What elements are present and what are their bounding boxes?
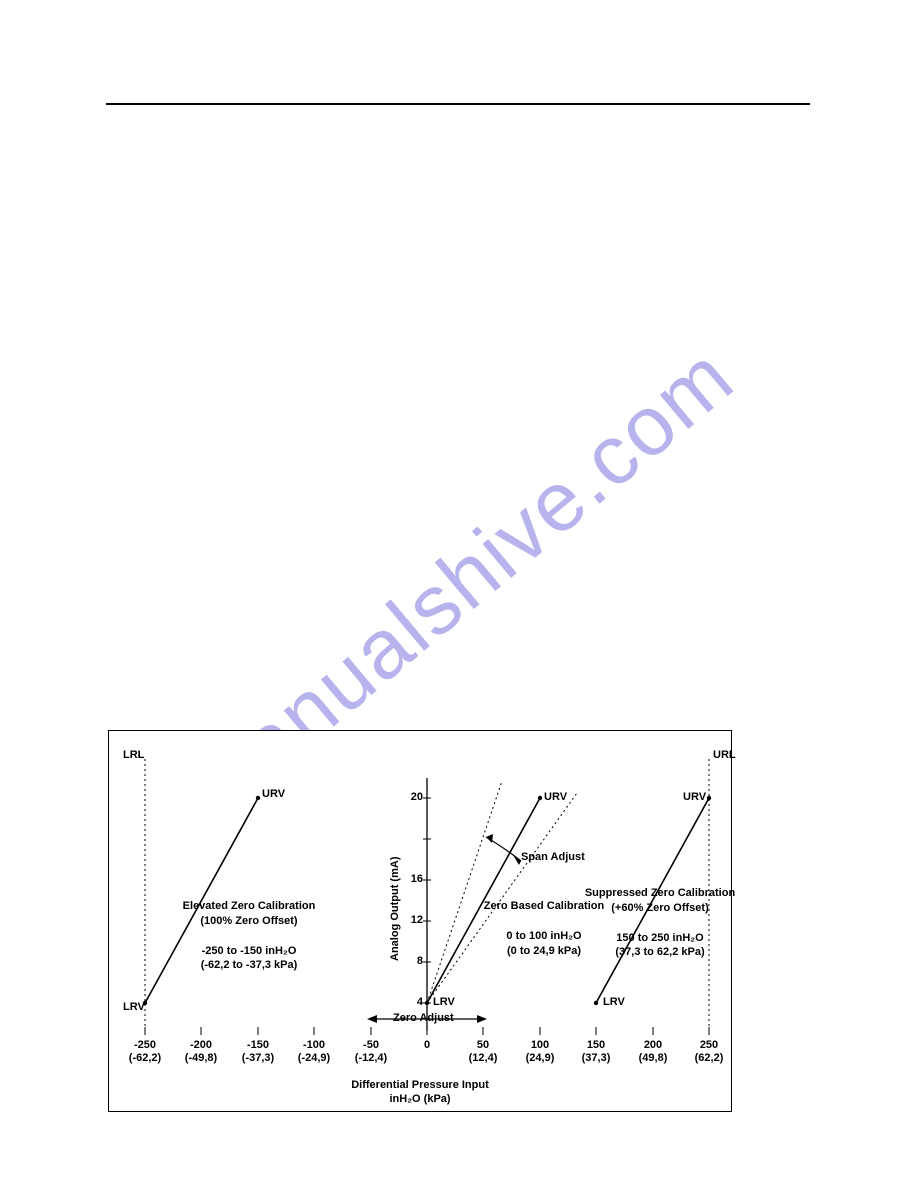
label-urv-1: URV <box>262 788 285 800</box>
text: -250 to -150 inH₂O <box>202 945 297 957</box>
ytick-4: 4 <box>405 996 423 1008</box>
label-span-adjust: Span Adjust <box>521 851 585 863</box>
text: (-62,2 to -37,3 kPa) <box>201 959 298 971</box>
text: 150 to 250 inH₂O <box>616 932 703 944</box>
text: (100% Zero Offset) <box>200 915 297 927</box>
y-axis-label: Analog Output (mA) <box>389 857 401 961</box>
xtick-9: 200(49,8) <box>628 1039 678 1065</box>
text: inH₂O (kPa) <box>389 1093 450 1105</box>
xtick-4: -50(-12,4) <box>346 1039 396 1065</box>
label-lrl: LRL <box>123 749 144 761</box>
xtick-7: 100(24,9) <box>515 1039 565 1065</box>
text: 0 to 100 inH₂O <box>506 930 581 942</box>
xtick-6: 50(12,4) <box>458 1039 508 1065</box>
ytick-20: 20 <box>405 791 423 803</box>
label-urv-2: URV <box>544 791 567 803</box>
text: Elevated Zero Calibration <box>183 900 316 912</box>
xtick-3: -100(-24,9) <box>289 1039 339 1065</box>
label-urv-3: URV <box>683 791 706 803</box>
label-lrv-1: LRV <box>123 1001 145 1013</box>
xtick-8: 150(37,3) <box>571 1039 621 1065</box>
ytick-16: 16 <box>405 873 423 885</box>
label-zero-adjust: Zero Adjust <box>393 1012 454 1024</box>
label-url: URL <box>713 749 736 761</box>
text: Differential Pressure Input <box>351 1079 489 1091</box>
xtick-2: -150(-37,3) <box>233 1039 283 1065</box>
xtick-0: -250(-62,2) <box>120 1039 170 1065</box>
label-lrv-3: LRV <box>603 996 625 1008</box>
block-elevated: Elevated Zero Calibration (100% Zero Off… <box>169 899 329 973</box>
text: Suppressed Zero Calibration <box>585 887 735 899</box>
text: (0 to 24,9 kPa) <box>507 945 581 957</box>
ytick-8: 8 <box>405 955 423 967</box>
x-axis-label: Differential Pressure Input inH₂O (kPa) <box>109 1079 731 1107</box>
xtick-1: -200(-49,8) <box>176 1039 226 1065</box>
figure-calibration-chart: LRL URL URV LRV URV LRV URV LRV Elevated… <box>108 730 732 1112</box>
ytick-12: 12 <box>405 914 423 926</box>
text: (+60% Zero Offset) <box>611 902 709 914</box>
xtick-10: 250(62,2) <box>684 1039 734 1065</box>
xtick-5: 0 <box>402 1039 452 1052</box>
page-rule <box>106 103 810 105</box>
text: (37,3 to 62,2 kPa) <box>615 946 704 958</box>
label-lrv-2: LRV <box>433 996 455 1008</box>
block-suppressed: Suppressed Zero Calibration (+60% Zero O… <box>575 886 745 960</box>
